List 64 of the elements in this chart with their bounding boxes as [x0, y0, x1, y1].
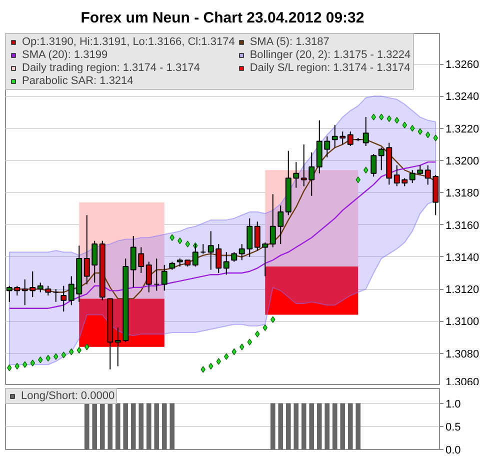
legend-label: SMA (20): 1.3199	[22, 49, 108, 61]
point	[185, 240, 190, 248]
candlestick	[370, 154, 377, 178]
y-tick-label: 1.3160	[446, 220, 480, 232]
legend-label: Parabolic SAR: 1.3214	[22, 75, 134, 87]
point	[255, 330, 260, 338]
y-tick-label: 1.3200	[446, 155, 480, 168]
y-tick-label: 1.3080	[446, 348, 480, 360]
y-tick-label: 1.3220	[446, 123, 480, 136]
candlestick	[223, 252, 230, 276]
line-series	[8, 161, 436, 309]
candlestick	[347, 131, 354, 147]
point	[433, 134, 438, 142]
point	[61, 352, 66, 358]
legend-label: Long/Short: 0.0000	[21, 390, 115, 402]
legend-label: SMA (5): 1.3187	[250, 36, 330, 48]
point	[379, 114, 384, 120]
y-tick-label: 1.3120	[446, 284, 480, 296]
y-tick-label: 1.3100	[446, 316, 480, 328]
point	[262, 324, 268, 331]
candlestick	[146, 261, 152, 293]
candlestick	[52, 288, 59, 302]
y-tick-label: 1.3240	[446, 91, 480, 104]
legend-label: Bollinger (20, 2): 1.3175 - 1.3224	[250, 49, 411, 61]
y-tick-label: 1.3180	[446, 188, 480, 200]
candlestick	[37, 282, 44, 293]
candlestick	[246, 218, 253, 258]
point	[247, 338, 252, 346]
point	[224, 353, 229, 360]
point	[240, 344, 244, 350]
candlestick	[231, 252, 238, 262]
point	[216, 358, 221, 365]
legend-label: Op:1.3190, Hi:1.3191, Lo:1.3166, Cl:1.3174	[22, 36, 235, 48]
point	[364, 166, 368, 174]
y-tick-label: 0.0	[446, 444, 461, 456]
point	[54, 353, 58, 360]
point	[371, 114, 376, 120]
candlestick	[192, 244, 198, 268]
legend-label: Daily S/L region: 1.3174 - 1.3174	[250, 62, 410, 74]
point	[270, 316, 276, 323]
point	[170, 234, 174, 241]
candlestick	[362, 116, 369, 147]
candlestick	[114, 327, 121, 367]
point	[200, 366, 206, 373]
candlestick	[60, 285, 67, 312]
candlestick	[154, 258, 160, 292]
candlestick	[270, 194, 276, 248]
y-tick-label: 1.3140	[446, 252, 480, 264]
legend-label: Daily trading region: 1.3174 - 1.3174	[22, 62, 200, 74]
candlestick	[45, 285, 52, 296]
point	[84, 344, 90, 350]
candlestick	[278, 204, 284, 245]
y-tick-label: 1.0	[446, 398, 461, 410]
point	[30, 360, 35, 366]
y-tick-label: 0.5	[446, 421, 461, 434]
y-tick-label: 1.3260	[446, 59, 480, 72]
point	[76, 346, 82, 354]
candlestick	[238, 244, 245, 261]
candlestick	[161, 264, 168, 292]
candlestick	[200, 244, 206, 254]
point	[402, 122, 407, 128]
point	[22, 361, 28, 368]
point	[418, 128, 422, 135]
chart-title: Forex um Neun - Chart 23.04.2012 09:32	[80, 10, 364, 26]
